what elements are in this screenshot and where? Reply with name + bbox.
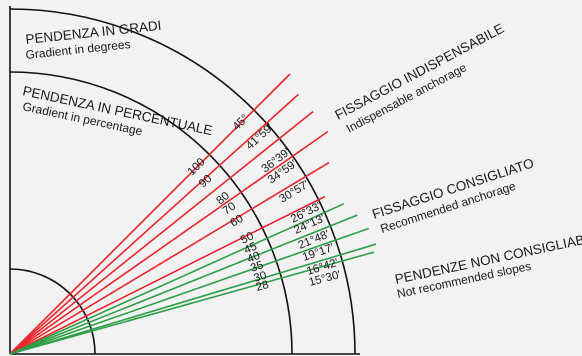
slope-ray-90: [9, 93, 299, 355]
slope-ray-70: [9, 130, 329, 355]
percent-label-60: 60: [228, 213, 245, 230]
percent-label-45: 45: [242, 241, 259, 257]
slope-ray-45: [9, 203, 345, 355]
slope-ray-80: [9, 110, 314, 355]
slope-ray-28: [9, 251, 375, 355]
percent-label-50: 50: [239, 230, 256, 247]
slope-rays: [9, 73, 377, 355]
slope-ray-100: [9, 73, 291, 355]
percent-label-40: 40: [246, 250, 262, 266]
slope-ray-35: [9, 227, 369, 355]
slope-ray-30: [9, 243, 377, 355]
percent-label-30: 30: [252, 270, 268, 285]
slope-ray-60: [9, 161, 330, 355]
percent-label-35: 35: [249, 259, 265, 275]
slope-ray-50: [9, 195, 326, 355]
slope-ray-40: [9, 214, 358, 355]
percent-label-28: 28: [255, 279, 270, 294]
